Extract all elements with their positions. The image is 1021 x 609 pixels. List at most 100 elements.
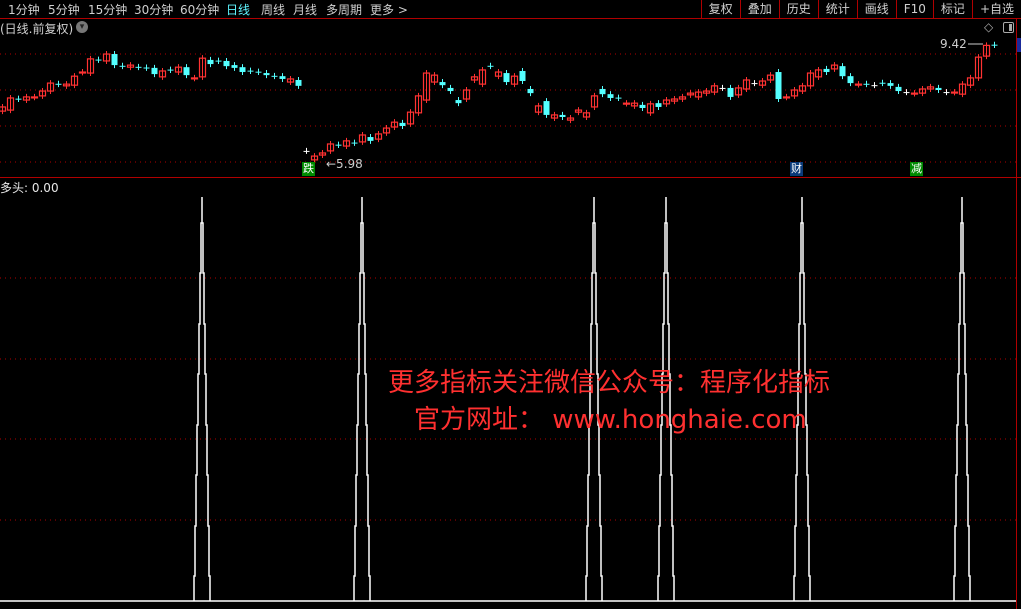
- watermark-line1: 更多指标关注微信公众号：程序化指标: [388, 368, 831, 398]
- candle-body-up: [646, 103, 655, 114]
- toolbar-button[interactable]: F10: [895, 0, 933, 18]
- candle-body-down: [215, 60, 222, 62]
- candle-body-up: [414, 95, 423, 114]
- candle-body-down: [903, 92, 910, 94]
- candle-body-up: [974, 56, 983, 79]
- candle-body-up: [382, 127, 391, 134]
- event-marker[interactable]: 财: [790, 162, 803, 176]
- candle-body-up: [574, 109, 583, 113]
- candle-body-up: [86, 58, 95, 74]
- period-tab[interactable]: 1分钟: [8, 3, 40, 17]
- candle-body-down: [367, 137, 374, 141]
- candle-body-down: [895, 86, 902, 92]
- candle-body-up: [6, 97, 15, 111]
- candle-body-up: [406, 111, 415, 125]
- candle-body-up: [510, 75, 519, 85]
- indicator-label: 多头: 0.00: [0, 181, 59, 195]
- candle-body-up: [566, 117, 575, 121]
- candle-body-down: [263, 73, 270, 76]
- chart-title: (日线.前复权): [0, 22, 74, 36]
- candle-body-up: [734, 87, 743, 96]
- candle-body-down: [303, 150, 310, 152]
- candle-body-down: [607, 94, 614, 98]
- candle-body-up: [806, 72, 815, 87]
- candle-body-down: [655, 103, 662, 107]
- candle-body-down: [183, 67, 190, 76]
- candle-body-up: [70, 75, 79, 86]
- candle-body-up: [662, 99, 671, 105]
- candle-body-down: [503, 73, 510, 83]
- candle-body-down: [751, 83, 758, 85]
- candle-body-down: [255, 71, 262, 73]
- period-tab[interactable]: 周线: [261, 3, 286, 17]
- toolbar-button[interactable]: 复权: [700, 0, 740, 18]
- period-tab[interactable]: 月线: [293, 3, 318, 17]
- candle-body-up: [678, 96, 687, 100]
- candle-body-down: [863, 83, 870, 85]
- candle-body-down: [887, 83, 894, 86]
- candle-body-down: [559, 114, 566, 117]
- period-tab[interactable]: 更多 >: [370, 3, 408, 17]
- candle-body-up: [174, 66, 183, 73]
- right-toolbar: 复权 叠加 历史 统计 画线 F10 标记 +自选: [700, 0, 1021, 18]
- chevron-down-icon[interactable]: ▾: [76, 21, 88, 33]
- candle-body-down: [839, 66, 846, 77]
- candle-body-up: [742, 79, 751, 90]
- watermark-line2: 官方网址： www.honghaie.com: [414, 405, 807, 435]
- toolbar-button[interactable]: 叠加: [739, 0, 779, 18]
- indicator-spike: [585, 197, 603, 601]
- period-tab[interactable]: 15分钟: [88, 3, 128, 17]
- toolbar-button[interactable]: 画线: [856, 0, 896, 18]
- event-marker[interactable]: 跌: [302, 162, 315, 176]
- panel-toggle-icon[interactable]: [1003, 22, 1014, 33]
- candle-body-up: [950, 91, 959, 94]
- candle-body-up: [198, 57, 207, 78]
- candle-body-down: [223, 60, 230, 67]
- candle-body-up: [478, 69, 487, 85]
- indicator-spike: [193, 197, 211, 601]
- candle-body-up: [790, 89, 799, 97]
- candle-body-down: [111, 54, 118, 66]
- period-tab[interactable]: 日线: [226, 3, 251, 17]
- candle-body-up: [590, 95, 599, 108]
- candle-body-down: [847, 76, 854, 84]
- period-toolbar: 1分钟 5分钟 15分钟 30分钟 60分钟 日线 周线 月线 多周期 更多 > 复权 叠加 历史 统计…: [0, 0, 1021, 19]
- candle-body-up: [494, 71, 503, 77]
- candle-body-down: [719, 87, 726, 89]
- candle-body-down: [279, 76, 286, 79]
- candle-body-up: [286, 78, 295, 83]
- candle-body-up: [422, 72, 431, 101]
- toolbar-button[interactable]: 统计: [817, 0, 857, 18]
- diamond-icon[interactable]: ◇: [984, 20, 994, 34]
- candle-body-down: [487, 65, 494, 67]
- candle-body-down: [167, 69, 174, 71]
- candle-body-up: [470, 76, 479, 81]
- candle-body-down: [447, 87, 454, 92]
- candle-body-down: [119, 65, 126, 67]
- candle-body-up: [766, 74, 775, 81]
- candle-body-up: [630, 102, 639, 107]
- indicator-spike: [353, 197, 371, 601]
- toolbar-button[interactable]: +自选: [971, 0, 1021, 18]
- candle-body-down: [639, 104, 646, 108]
- candle-body-down: [775, 72, 782, 100]
- period-tab[interactable]: 60分钟: [180, 3, 220, 17]
- candle-body-up: [686, 92, 695, 96]
- toolbar-button[interactable]: 标记: [932, 0, 972, 18]
- candle-body-up: [798, 85, 807, 92]
- candle-body-up: [982, 44, 991, 57]
- period-tab[interactable]: 30分钟: [134, 3, 174, 17]
- candle-body-up: [694, 91, 703, 98]
- candle-body-up: [22, 96, 31, 101]
- candle-body-down: [15, 98, 22, 100]
- event-marker[interactable]: 减: [910, 162, 923, 176]
- candle-body-down: [295, 79, 302, 86]
- candle-body-up: [918, 88, 927, 94]
- period-tab[interactable]: 多周期: [326, 3, 363, 17]
- candle-body-down: [527, 88, 534, 94]
- candle-body-down: [231, 65, 238, 68]
- toolbar-button[interactable]: 历史: [778, 0, 818, 18]
- period-tab[interactable]: 5分钟: [48, 3, 80, 17]
- candle-body-up: [158, 70, 167, 78]
